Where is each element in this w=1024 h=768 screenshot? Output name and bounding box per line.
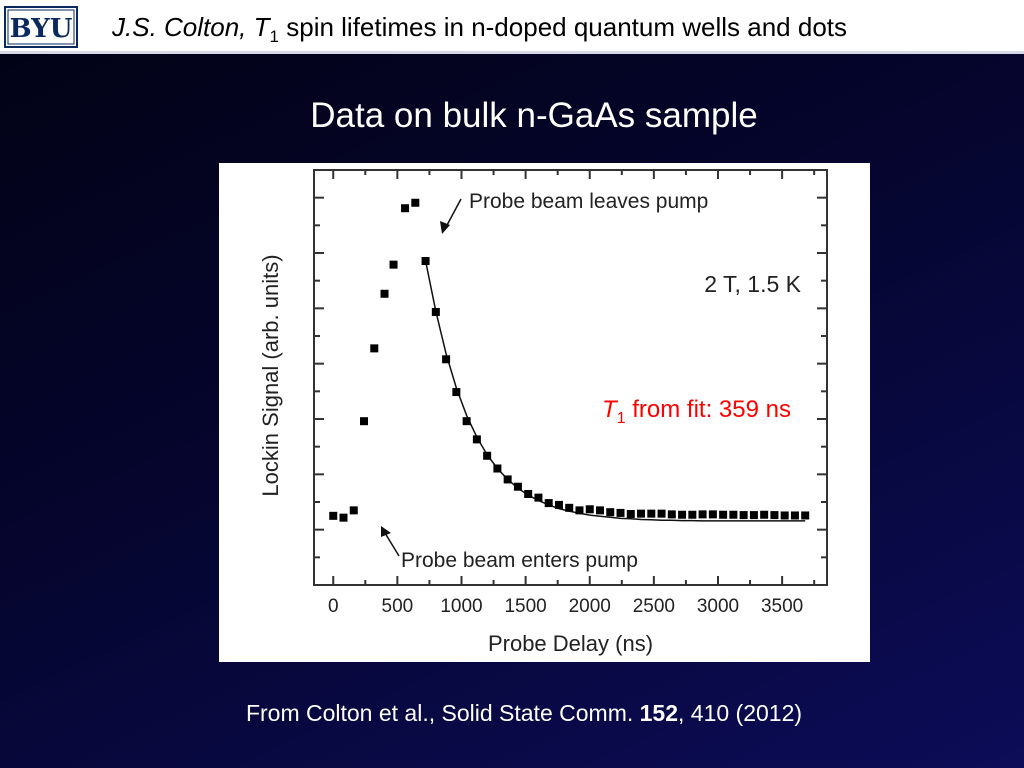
data-point xyxy=(329,511,338,520)
data-point xyxy=(349,506,358,515)
data-point xyxy=(637,509,646,518)
annotation-leaves-pump: Probe beam leaves pump xyxy=(469,190,708,213)
data-point xyxy=(380,289,389,298)
data-point xyxy=(585,505,594,514)
data-point xyxy=(760,510,769,519)
data-point xyxy=(452,388,461,397)
header-author: J.S. Colton, xyxy=(112,12,247,42)
data-point xyxy=(626,510,635,519)
data-point xyxy=(554,500,563,509)
data-point xyxy=(575,506,584,515)
data-point xyxy=(739,511,748,520)
x-tick-label: 500 xyxy=(382,596,414,617)
data-point xyxy=(493,464,502,473)
data-point xyxy=(339,513,348,522)
scatter-chart: 0 500 1000 1500 2000 2500 3000 3500 Probe Delay … xyxy=(258,169,828,656)
data-point xyxy=(790,511,799,520)
data-point xyxy=(780,511,789,520)
data-point xyxy=(360,417,369,426)
data-point xyxy=(389,260,398,269)
data-point xyxy=(801,511,810,520)
data-point xyxy=(667,510,676,519)
presentation-header: J.S. Colton, T1 spin lifetimes in n-dope… xyxy=(112,12,847,47)
citation: From Colton et al., Solid State Comm. 15… xyxy=(0,700,1024,727)
data-point xyxy=(442,355,451,364)
x-tick-label: 1000 xyxy=(440,596,482,617)
data-point xyxy=(565,503,574,512)
data-point xyxy=(472,435,481,444)
data-point xyxy=(616,508,625,517)
header-bar: BYU J.S. Colton, T1 spin lifetimes in n-… xyxy=(0,0,1024,54)
data-point xyxy=(708,510,717,519)
data-point xyxy=(431,307,440,316)
fit-symbol: T xyxy=(602,396,619,423)
header-topic: spin lifetimes in n-doped quantum wells … xyxy=(286,12,847,42)
data-point xyxy=(657,509,666,518)
data-point xyxy=(698,510,707,519)
x-tick-label: 1500 xyxy=(504,596,546,617)
data-point xyxy=(401,204,410,213)
header-symbol: T xyxy=(253,12,270,42)
data-point xyxy=(595,506,604,515)
x-tick-label: 2000 xyxy=(569,596,611,617)
condition-label: 2 T, 1.5 K xyxy=(704,271,801,297)
annotation-arrowhead-enters xyxy=(381,526,391,537)
slide-title: Data on bulk n-GaAs sample xyxy=(310,96,758,135)
data-point xyxy=(462,417,471,426)
data-point xyxy=(503,475,512,484)
x-tick-label: 3000 xyxy=(697,596,739,617)
annotation-arrow-leaves xyxy=(445,198,462,228)
data-point xyxy=(483,451,492,460)
data-point xyxy=(534,493,543,502)
data-point xyxy=(647,509,656,518)
data-point xyxy=(770,511,779,520)
data-point xyxy=(524,489,533,498)
logo-text: BYU xyxy=(10,14,73,44)
byu-logo: BYU xyxy=(4,6,78,48)
x-tick-label: 3500 xyxy=(761,596,803,617)
annotation-arrowhead-leaves xyxy=(440,221,450,234)
x-tick-label: 0 xyxy=(328,596,339,617)
fit-subscript: 1 xyxy=(617,410,626,427)
data-point xyxy=(729,510,738,519)
annotation-arrow-enters xyxy=(384,532,400,557)
data-point xyxy=(688,510,697,519)
plot-frame xyxy=(313,169,828,586)
citation-pages-year: , 410 (2012) xyxy=(678,700,803,726)
fit-text: from fit: 359 ns xyxy=(626,396,791,423)
data-point xyxy=(513,482,522,491)
chart-panel: 0 500 1000 1500 2000 2500 3000 3500 Probe Delay … xyxy=(219,163,870,662)
data-point xyxy=(370,344,379,353)
data-point xyxy=(411,198,420,207)
y-axis-label: Lockin Signal (arb. units) xyxy=(258,254,283,496)
header-subscript: 1 xyxy=(269,27,279,47)
x-tick-label: 2500 xyxy=(633,596,675,617)
annotation-enters-pump: Probe beam enters pump xyxy=(401,549,638,572)
data-point xyxy=(749,511,758,520)
data-point xyxy=(678,510,687,519)
fit-curve xyxy=(424,260,806,522)
data-point xyxy=(421,257,430,266)
fit-result-label: T1 from fit: 359 ns xyxy=(602,396,791,427)
citation-volume: 152 xyxy=(639,700,679,726)
data-point xyxy=(719,510,728,519)
citation-journal: From Colton et al., Solid State Comm. xyxy=(245,700,634,726)
data-point xyxy=(606,508,615,517)
x-axis-label: Probe Delay (ns) xyxy=(488,631,653,656)
data-point xyxy=(544,499,553,508)
